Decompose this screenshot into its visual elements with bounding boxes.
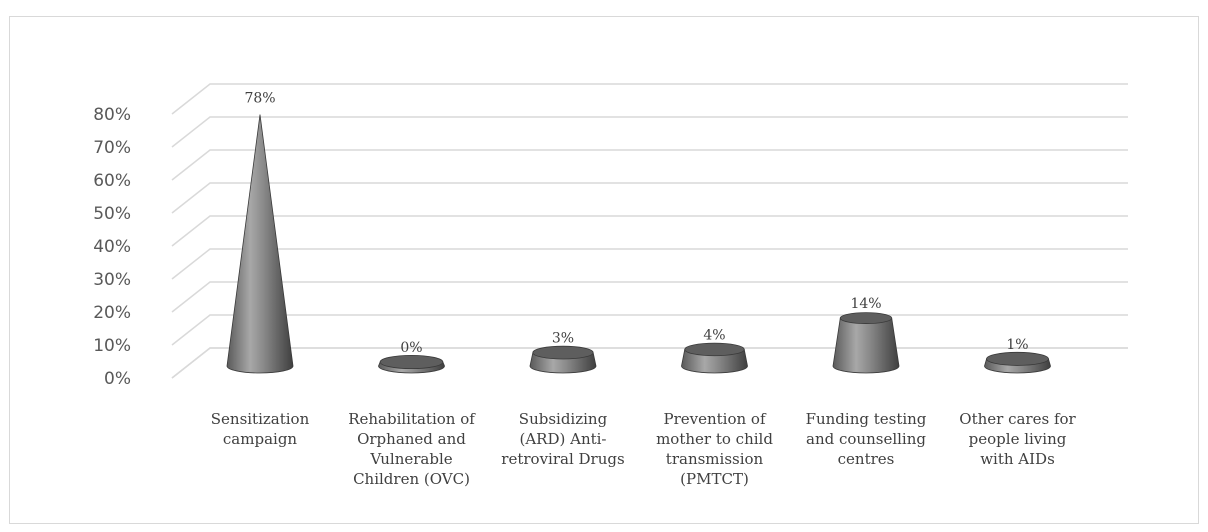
- y-tick-label: 30%: [93, 270, 131, 290]
- data-labels: 78% 0% 3% 4% 14% 1%: [244, 91, 1028, 356]
- category-label-line: mother to child: [656, 430, 773, 448]
- bar-shape: [226, 114, 294, 374]
- y-tick-label: 0%: [104, 369, 131, 389]
- x-axis: Sensitization campaign Rehabilitation of Or…: [211, 410, 1077, 488]
- bar-top: [379, 354, 444, 370]
- data-label: 14%: [850, 296, 881, 312]
- category-label-line: Funding testing: [806, 410, 927, 428]
- bar: [984, 351, 1051, 374]
- category-label-line: Vulnerable: [369, 450, 452, 468]
- y-tick-label: 70%: [93, 138, 131, 158]
- y-tick-label: 10%: [93, 336, 131, 356]
- bar: [681, 342, 748, 374]
- bar: [378, 354, 445, 374]
- category-label: Other cares for people living with AIDs: [959, 410, 1076, 468]
- gridlines: [171, 83, 1128, 379]
- category-label-line: Other cares for: [959, 410, 1076, 428]
- y-axis: 0% 10% 20% 30% 40% 50% 60% 70% 80%: [93, 105, 131, 389]
- category-label-line: retroviral Drugs: [501, 450, 624, 468]
- category-label-line: Orphaned and: [357, 430, 466, 448]
- category-label-line: Children (OVC): [353, 470, 470, 488]
- category-label-line: Prevention of: [663, 410, 766, 428]
- y-tick-label: 40%: [93, 237, 131, 257]
- data-label: 1%: [1006, 337, 1028, 353]
- gridline: [171, 281, 1128, 313]
- bar-top: [532, 345, 594, 360]
- bar-shape: [681, 349, 748, 374]
- bar-top: [684, 342, 745, 357]
- floor-edge: [171, 347, 1128, 379]
- category-label-line: with AIDs: [980, 450, 1055, 468]
- gridline: [171, 116, 1128, 148]
- gridline: [171, 215, 1128, 247]
- category-label-line: (PMTCT): [680, 470, 749, 488]
- category-label-line: campaign: [223, 430, 298, 448]
- data-label: 0%: [400, 340, 422, 356]
- category-label: Subsidizing (ARD) Anti-retroviral Drugs: [501, 410, 624, 468]
- y-tick-label: 50%: [93, 204, 131, 224]
- gridline: [171, 182, 1128, 214]
- data-label: 3%: [552, 331, 574, 347]
- gridline: [171, 314, 1128, 346]
- bar-shape: [832, 317, 900, 374]
- category-label-line: Subsidizing: [519, 410, 608, 428]
- y-tick-label: 60%: [93, 171, 131, 191]
- y-tick-label: 20%: [93, 303, 131, 323]
- bars: [226, 114, 1051, 374]
- category-label-line: and counselling: [806, 430, 926, 448]
- bar-top: [986, 351, 1049, 366]
- category-label-line: people living: [969, 430, 1067, 448]
- bar: [226, 114, 294, 374]
- bar-top: [839, 312, 893, 324]
- data-label: 78%: [244, 91, 275, 107]
- category-label-line: Rehabilitation of: [348, 410, 476, 428]
- category-label-line: centres: [838, 450, 895, 468]
- gridline: [171, 248, 1128, 280]
- category-label: Rehabilitation of Orphaned and Vulnerable C…: [348, 410, 476, 488]
- category-label-line: (ARD) Anti-: [519, 430, 606, 448]
- y-tick-label: 80%: [93, 105, 131, 125]
- category-label-line: Sensitization: [211, 410, 310, 428]
- gridline: [171, 149, 1128, 181]
- category-label-line: transmission: [666, 450, 764, 468]
- gridline: [171, 83, 1128, 115]
- data-label: 4%: [703, 327, 725, 343]
- category-label: Sensitization campaign: [211, 410, 310, 448]
- bar: [832, 312, 900, 374]
- chart-frame: [9, 16, 1199, 524]
- gridline: [171, 347, 1128, 379]
- category-label: Funding testing and counselling centres: [806, 410, 927, 468]
- category-label: Prevention of mother to child transmission…: [656, 410, 773, 488]
- bar: [529, 345, 597, 374]
- plot-walls: [171, 347, 1128, 379]
